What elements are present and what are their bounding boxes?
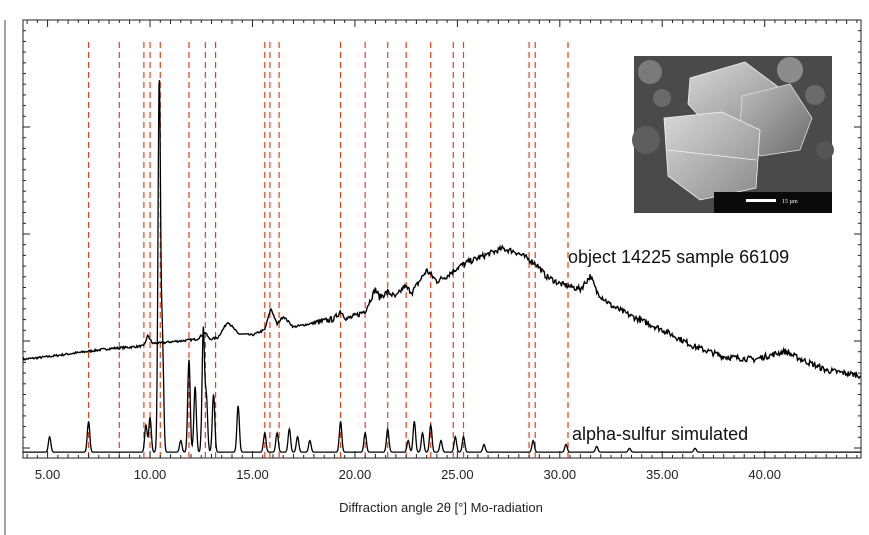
series-label-alpha-sulfur: alpha-sulfur simulated <box>572 424 748 444</box>
y-axis-ticks <box>23 19 861 449</box>
x-tick-label: 30.00 <box>544 467 577 482</box>
series-layer <box>22 80 862 453</box>
x-tick-label: 40.00 <box>748 467 781 482</box>
x-tick-label: 5.00 <box>35 467 60 482</box>
x-axis-label: Diffraction angle 2θ [°] Mo-radiation <box>339 500 543 515</box>
x-tick-label: 20.00 <box>339 467 372 482</box>
series-line-alpha-sulfur <box>23 80 861 453</box>
x-tick-labels: 5.00 10.00 15.00 20.00 25.00 30.00 35.00 40.00 <box>35 467 781 482</box>
scale-bar-label: 15 µm <box>782 199 798 205</box>
sem-micrograph-icon: 15 µm <box>632 56 834 213</box>
plot-frame <box>22 19 862 459</box>
series-label-sample: object 14225 sample 66109 <box>568 247 789 267</box>
x-tick-label: 25.00 <box>441 467 474 482</box>
x-tick-label: 35.00 <box>646 467 679 482</box>
x-axis-ticks <box>26 20 858 458</box>
x-tick-label: 10.00 <box>134 467 167 482</box>
x-tick-label: 15.00 <box>236 467 269 482</box>
